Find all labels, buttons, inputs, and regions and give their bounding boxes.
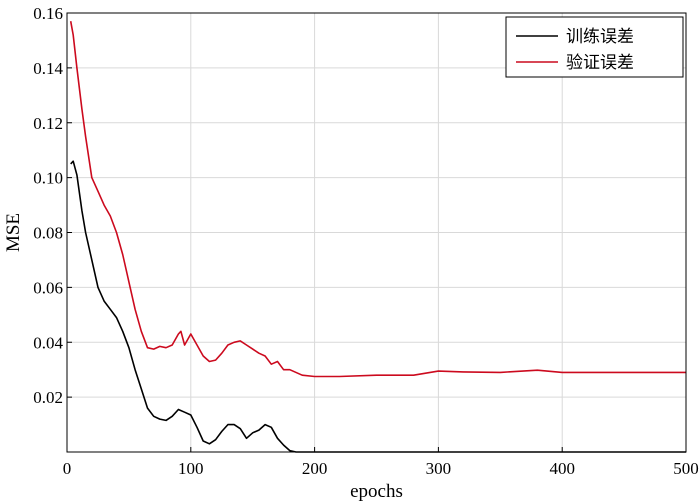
series-layer xyxy=(69,21,686,453)
legend: 训练误差 验证误差 xyxy=(505,16,684,78)
y-tick-label: 0.04 xyxy=(33,333,63,352)
y-tick-label: 0.14 xyxy=(33,59,63,78)
grid-layer xyxy=(67,13,686,452)
x-axis-title: epochs xyxy=(350,481,403,502)
y-tick-label: 0.10 xyxy=(33,169,63,188)
y-tick-label: 0.16 xyxy=(33,4,63,23)
tick-layer: 0 100 200 300 400 500 0.02 0.04 0.06 0.08 0.10 0.12… xyxy=(33,4,699,478)
y-tick-label: 0.12 xyxy=(33,114,63,133)
x-tick-label: 300 xyxy=(426,459,452,478)
y-axis-title: MSE xyxy=(3,213,24,252)
y-tick-label: 0.02 xyxy=(33,388,63,407)
legend-label-train: 训练误差 xyxy=(566,27,634,47)
y-tick-label: 0.06 xyxy=(33,278,63,297)
legend-box xyxy=(505,16,684,78)
legend-label-validation: 验证误差 xyxy=(566,53,634,73)
series-line-train xyxy=(70,160,686,453)
x-tick-label: 400 xyxy=(549,459,575,478)
x-tick-label: 100 xyxy=(178,459,204,478)
x-tick-label: 500 xyxy=(673,459,699,478)
x-tick-label: 200 xyxy=(302,459,328,478)
x-tick-label: 0 xyxy=(63,459,72,478)
series-line-validation xyxy=(69,21,686,378)
y-tick-label: 0.08 xyxy=(33,224,63,243)
